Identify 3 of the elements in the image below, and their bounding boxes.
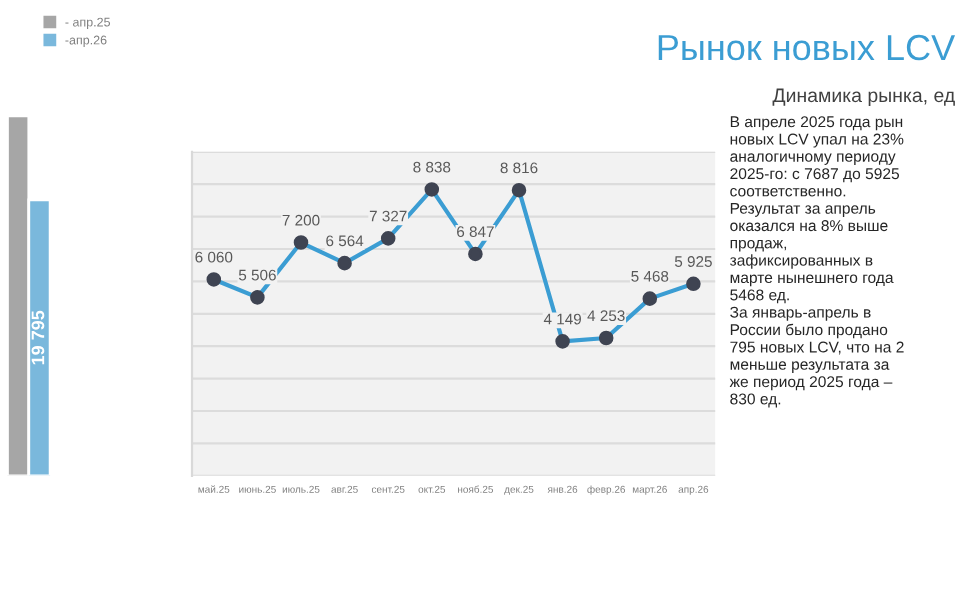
text: Динамика рынка, ед: [772, 88, 955, 107]
data-label: 19 795: [31, 310, 45, 365]
text: Рынок новых LCV: [658, 34, 956, 61]
